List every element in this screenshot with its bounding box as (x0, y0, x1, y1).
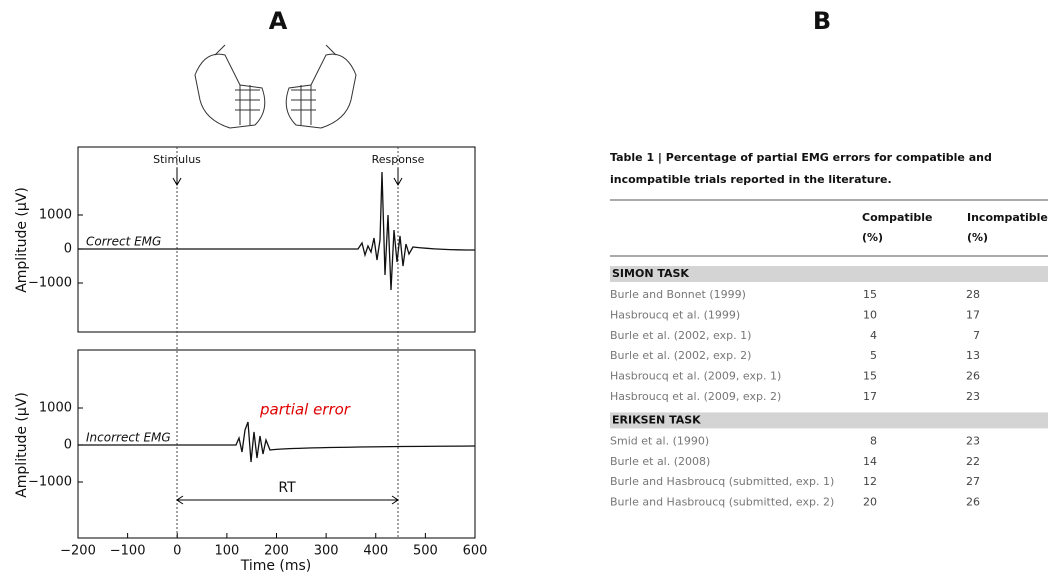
section-title: SIMON TASK (612, 267, 689, 280)
cell-value: 7 (973, 329, 980, 342)
table-caption: incompatible trials reported in the lite… (610, 173, 892, 186)
hands-illustration (194, 44, 357, 129)
cell-value: 13 (966, 349, 980, 362)
trace-label: Incorrect EMG (86, 431, 171, 445)
cell-value: 23 (966, 434, 980, 447)
emg-trace (78, 171, 476, 291)
cell-value: 12 (863, 475, 877, 488)
partial-error-label: partial error (259, 401, 351, 419)
cell-value: 15 (863, 288, 877, 301)
cell-value: 26 (966, 370, 980, 383)
row-label: Hasbroucq et al. (2009, exp. 2) (610, 390, 781, 403)
y-tick-label: 1000 (39, 208, 72, 223)
x-tick-label: −200 (60, 544, 96, 559)
rt-arrow (176, 495, 399, 505)
cell-value: 14 (863, 455, 877, 468)
cell-value: 20 (863, 496, 877, 509)
y-tick-label: −1000 (28, 276, 72, 291)
x-axis-label: Time (ms) (240, 558, 312, 574)
section-band (610, 412, 1048, 429)
row-label: Burle and Hasbroucq (submitted, exp. 1) (610, 475, 834, 488)
row-label: Hasbroucq et al. (1999) (610, 308, 740, 321)
x-tick-label: 400 (363, 544, 388, 559)
plot-frame (77, 146, 476, 333)
table-caption: Table 1 | Percentage of partial EMG erro… (610, 151, 992, 164)
panel-label: A (269, 7, 288, 35)
row-label: Burle et al. (2002, exp. 1) (610, 329, 751, 342)
y-tick-label: −1000 (28, 475, 72, 490)
cell-value: 10 (863, 308, 877, 321)
row-label: Burle et al. (2002, exp. 2) (610, 349, 751, 362)
cell-value: 15 (863, 370, 877, 383)
table-body: SIMON TASK Burle and Bonnet (1999) 15 28 Has… (610, 266, 1048, 509)
y-axis-label: Amplitude (μV) (14, 187, 30, 293)
stimulus-label: Stimulus (153, 153, 201, 166)
emg-trace (78, 421, 476, 463)
cell-value: 8 (870, 434, 877, 447)
row-label: Hasbroucq et al. (2009, exp. 1) (610, 370, 781, 383)
arrow (393, 168, 403, 187)
column-header: Compatible (862, 211, 933, 224)
x-tick-label: 300 (314, 544, 339, 559)
column-header: (%) (967, 231, 988, 244)
y-tick-label: 0 (64, 242, 72, 257)
arrow (172, 168, 182, 187)
section-band (610, 266, 1048, 282)
column-header: (%) (862, 231, 883, 244)
row-label: Smid et al. (1990) (610, 434, 709, 447)
x-tick-label: 0 (173, 544, 181, 559)
ticks: −200 −100 0 100 200 300 400 500 60010000−1000100… (28, 208, 487, 559)
cell-value: 22 (966, 455, 980, 468)
x-tick-label: 100 (214, 544, 239, 559)
y-axis-label: Amplitude (μV) (14, 392, 30, 498)
cell-value: 27 (966, 475, 980, 488)
cell-value: 26 (966, 496, 980, 509)
rt-label: RT (278, 480, 296, 496)
cell-value: 17 (966, 308, 980, 321)
cell-value: 23 (966, 390, 980, 403)
row-label: Burle and Bonnet (1999) (610, 288, 746, 301)
x-tick-label: −100 (110, 544, 146, 559)
x-tick-label: 600 (463, 544, 488, 559)
trace-label: Correct EMG (86, 235, 161, 249)
y-tick-label: 1000 (39, 401, 72, 416)
section-title: ERIKSEN TASK (612, 413, 701, 426)
x-tick-label: 200 (264, 544, 289, 559)
y-tick-label: 0 (64, 438, 72, 453)
row-label: Burle et al. (2008) (610, 455, 710, 468)
x-tick-label: 500 (413, 544, 438, 559)
cell-value: 28 (966, 288, 980, 301)
cell-value: 5 (870, 349, 877, 362)
row-label: Burle and Hasbroucq (submitted, exp. 2) (610, 496, 834, 509)
panel-label: B (813, 7, 831, 35)
cell-value: 17 (863, 390, 877, 403)
column-header: Incompatible (967, 211, 1048, 224)
response-label: Response (372, 153, 425, 166)
cell-value: 4 (870, 329, 877, 342)
